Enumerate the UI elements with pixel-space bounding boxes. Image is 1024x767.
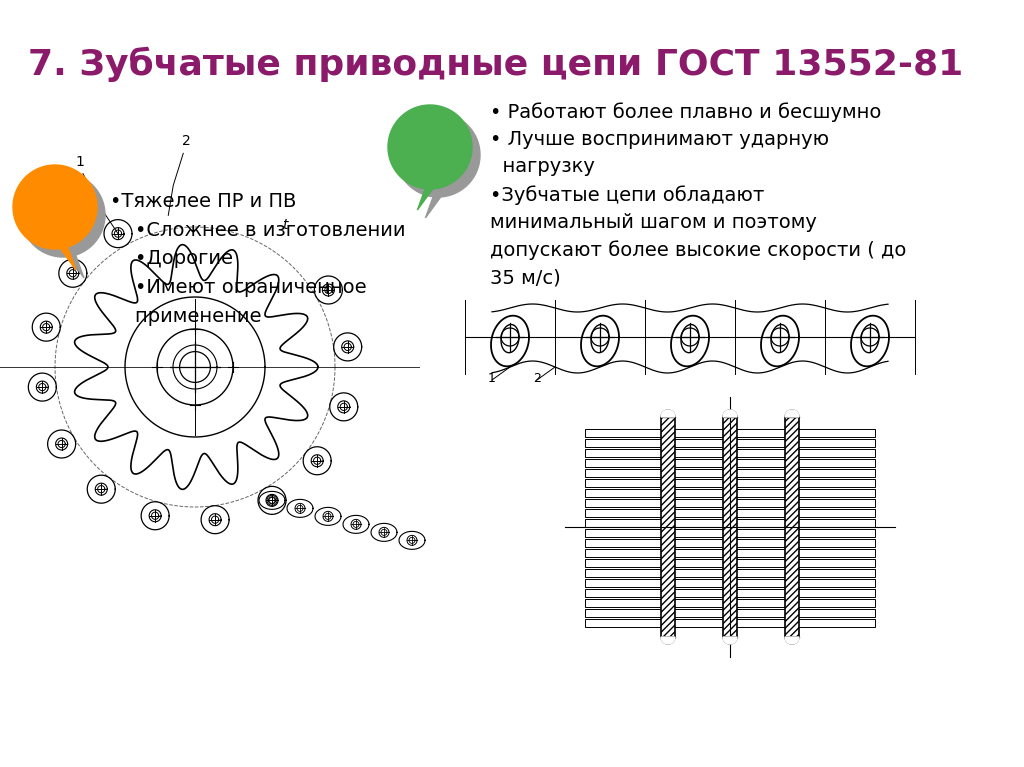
Polygon shape	[396, 113, 480, 197]
Text: 7. Зубчатые приводные цепи ГОСТ 13552-81: 7. Зубчатые приводные цепи ГОСТ 13552-81	[28, 47, 964, 82]
Bar	[585, 469, 874, 477]
Bar	[585, 579, 874, 587]
Text: 1: 1	[488, 372, 496, 385]
Text: 2: 2	[182, 134, 190, 148]
Bar	[585, 559, 874, 567]
Bar	[585, 529, 874, 537]
Polygon shape	[662, 410, 675, 417]
Bar	[585, 599, 874, 607]
Polygon shape	[22, 173, 105, 257]
Bar	[585, 539, 874, 547]
Text: t: t	[282, 218, 288, 232]
Polygon shape	[68, 255, 84, 278]
Bar	[585, 589, 874, 597]
Text: 2: 2	[534, 372, 541, 385]
Polygon shape	[388, 105, 472, 189]
Polygon shape	[785, 637, 799, 644]
Polygon shape	[13, 165, 97, 249]
Bar	[585, 449, 874, 457]
Polygon shape	[418, 187, 434, 210]
Polygon shape	[723, 637, 737, 644]
Text: • Работают более плавно и бесшумно
• Лучше воспринимают ударную
  нагрузку
•Зубч: • Работают более плавно и бесшумно • Луч…	[490, 102, 906, 288]
Bar	[585, 489, 874, 497]
Bar	[662, 417, 675, 637]
Bar	[585, 499, 874, 507]
Text: •Тяжелее ПР и ПВ
    •Сложнее в изготовлении
    •Дорогие
    •Имеют ограниченно: •Тяжелее ПР и ПВ •Сложнее в изготовлении…	[110, 192, 406, 326]
Bar	[585, 509, 874, 517]
Polygon shape	[425, 195, 442, 218]
Bar	[723, 417, 737, 637]
Bar	[585, 439, 874, 447]
Bar	[585, 479, 874, 487]
Bar	[585, 549, 874, 557]
Bar	[785, 417, 799, 637]
Polygon shape	[59, 247, 76, 270]
Polygon shape	[723, 410, 737, 417]
Text: 1: 1	[76, 155, 84, 169]
Polygon shape	[785, 410, 799, 417]
Bar	[585, 569, 874, 577]
Polygon shape	[662, 637, 675, 644]
Bar	[585, 429, 874, 437]
Bar	[585, 459, 874, 467]
Bar	[585, 619, 874, 627]
Bar	[585, 609, 874, 617]
Bar	[585, 519, 874, 527]
